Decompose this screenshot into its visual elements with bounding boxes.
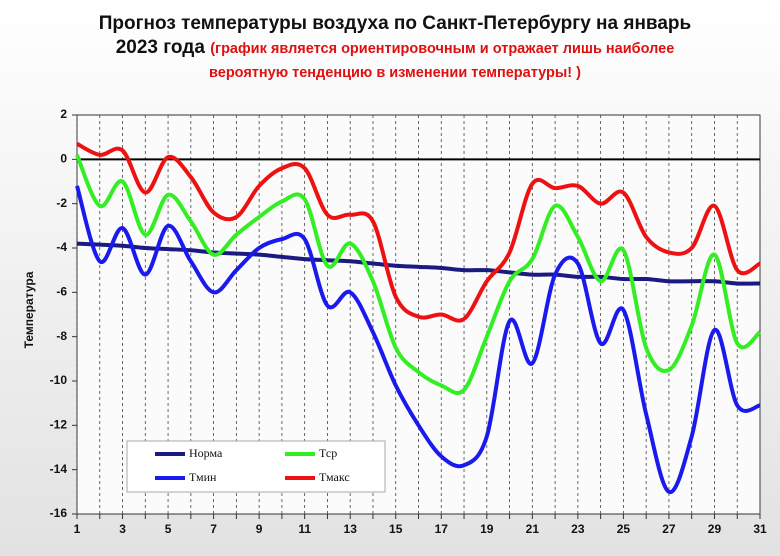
legend-label: Норма <box>189 446 223 460</box>
series-line <box>75 185 761 494</box>
series-line <box>76 142 761 323</box>
y-tick-label: -2 <box>56 196 67 210</box>
y-tick-label: 2 <box>60 107 67 121</box>
y-tick-label: -14 <box>50 462 68 476</box>
legend-box <box>126 440 386 493</box>
chart-subtitle: (график является ориентировочным и отраж… <box>209 41 675 81</box>
chart-title: Прогноз температуры воздуха по Санкт-Пет… <box>98 13 692 58</box>
x-tick-label: 9 <box>256 522 263 536</box>
title-block: Прогноз температуры воздуха по Санкт-Пет… <box>95 12 695 84</box>
x-tick-label: 25 <box>617 522 631 536</box>
y-tick-label: -12 <box>50 418 68 432</box>
x-tick-label: 15 <box>389 522 403 536</box>
legend-label: Тср <box>319 446 337 460</box>
x-tick-label: 13 <box>344 522 358 536</box>
x-tick-label: 11 <box>298 522 311 536</box>
x-tick-label: 17 <box>435 522 449 536</box>
x-tick-label: 27 <box>662 522 676 536</box>
y-tick-label: -10 <box>50 373 68 387</box>
x-tick-label: 23 <box>571 522 585 536</box>
x-tick-label: 31 <box>753 522 767 536</box>
legend-label: Тмин <box>189 470 217 484</box>
legend: Норма Тср Тмин Тмакс <box>126 440 386 493</box>
x-tick-label: 29 <box>708 522 722 536</box>
x-tick-label: 7 <box>210 522 217 536</box>
x-tick-label: 3 <box>119 522 126 536</box>
x-tick-label: 21 <box>526 522 540 536</box>
series-line <box>76 241 761 286</box>
y-tick-label: 0 <box>60 152 67 166</box>
y-tick-label: -4 <box>56 240 67 254</box>
legend-label: Тмакс <box>319 470 350 484</box>
y-tick-label: -8 <box>56 329 67 343</box>
y-tick-label: -16 <box>50 506 68 520</box>
x-tick-label: 1 <box>74 522 81 536</box>
x-tick-label: 19 <box>480 522 494 536</box>
y-tick-label: -6 <box>56 285 67 299</box>
series-line <box>75 154 762 396</box>
y-axis-label: Температура <box>22 271 36 348</box>
x-tick-label: 5 <box>165 522 172 536</box>
